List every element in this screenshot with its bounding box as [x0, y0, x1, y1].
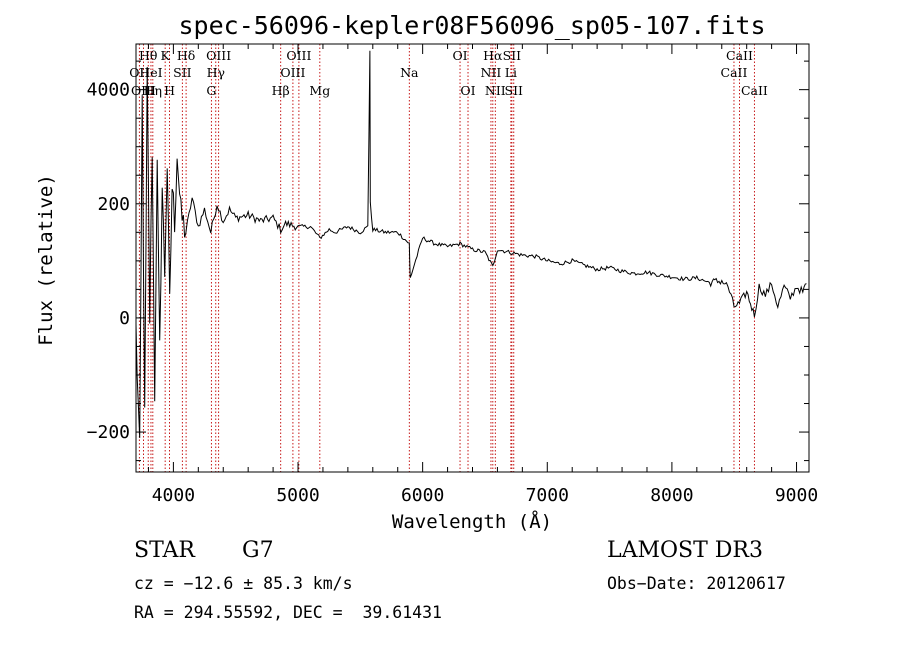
spectral-line-labels: Hθ OII OIII HeI Hη K H SII Hδ OIII Hγ G Hβ OIII OIII Mg…: [129, 48, 768, 98]
line-label-14: OIII: [280, 65, 305, 80]
object-subclass: G7: [242, 538, 274, 563]
line-label-9: OIII: [206, 48, 231, 63]
line-label-20: NII: [481, 65, 502, 80]
y-tick-label-0: −200: [87, 422, 130, 443]
line-label-23: Li: [505, 65, 517, 80]
x-axis-label: Wavelength (Å): [392, 510, 552, 533]
line-label-8: Hδ: [177, 48, 195, 63]
line-label-11: G: [206, 83, 216, 98]
x-axis: 4000 5000 6000 7000 8000 9000: [147, 44, 818, 506]
observation-date: Obs−Date: 20120617: [607, 574, 786, 593]
line-label-19: Hα: [483, 48, 503, 63]
line-label-17: OI: [452, 48, 467, 63]
line-label-27: CaII: [741, 83, 768, 98]
line-label-7: SII: [173, 65, 192, 80]
plot-frame: [135, 43, 810, 473]
line-label-24: SII: [505, 83, 524, 98]
x-tick-label-0: 4000: [152, 485, 195, 506]
object-class: STAR: [134, 538, 195, 563]
y-tick-label-3: 4000: [87, 80, 130, 101]
line-label-2: OIII: [131, 83, 156, 98]
y-tick-label-2: 200: [97, 194, 130, 215]
line-label-1: OII: [129, 65, 149, 80]
redshift-value: cz = −12.6 ± 85.3 km/s: [134, 574, 353, 593]
x-tick-label-1: 5000: [276, 485, 319, 506]
line-label-10: Hγ: [207, 65, 225, 80]
line-label-5: K: [160, 48, 170, 63]
chart-title: spec-56096-kepler08F56096_sp05-107.fits: [179, 11, 766, 40]
survey-label: LAMOST DR3: [607, 538, 763, 563]
x-tick-label-4: 8000: [650, 485, 693, 506]
x-tick-label-3: 7000: [526, 485, 569, 506]
spectrum-series-line: [135, 50, 807, 438]
y-tick-label-1: 0: [119, 308, 130, 329]
y-axis-label: Flux (relative): [35, 174, 57, 346]
sky-coordinates: RA = 294.55592, DEC = 39.61431: [134, 603, 442, 622]
line-label-13: OIII: [286, 48, 311, 63]
line-label-15: Mg: [309, 83, 330, 98]
line-label-18: OI: [460, 83, 475, 98]
line-label-25: CaII: [726, 48, 753, 63]
x-tick-label-5: 9000: [775, 485, 818, 506]
line-label-4: Hη: [144, 83, 162, 98]
x-tick-label-2: 6000: [401, 485, 444, 506]
line-label-21: NII: [485, 83, 506, 98]
line-label-12: Hβ: [272, 83, 290, 98]
line-label-3: HeI: [139, 65, 162, 80]
line-label-6: H: [164, 83, 175, 98]
spectral-line-markers: [138, 44, 755, 472]
y-axis: −200 0 200 4000: [87, 60, 809, 462]
line-label-26: CaII: [721, 65, 748, 80]
line-label-16: Na: [400, 65, 419, 80]
line-label-0: Hθ: [139, 48, 157, 63]
line-label-22: SII: [503, 48, 522, 63]
